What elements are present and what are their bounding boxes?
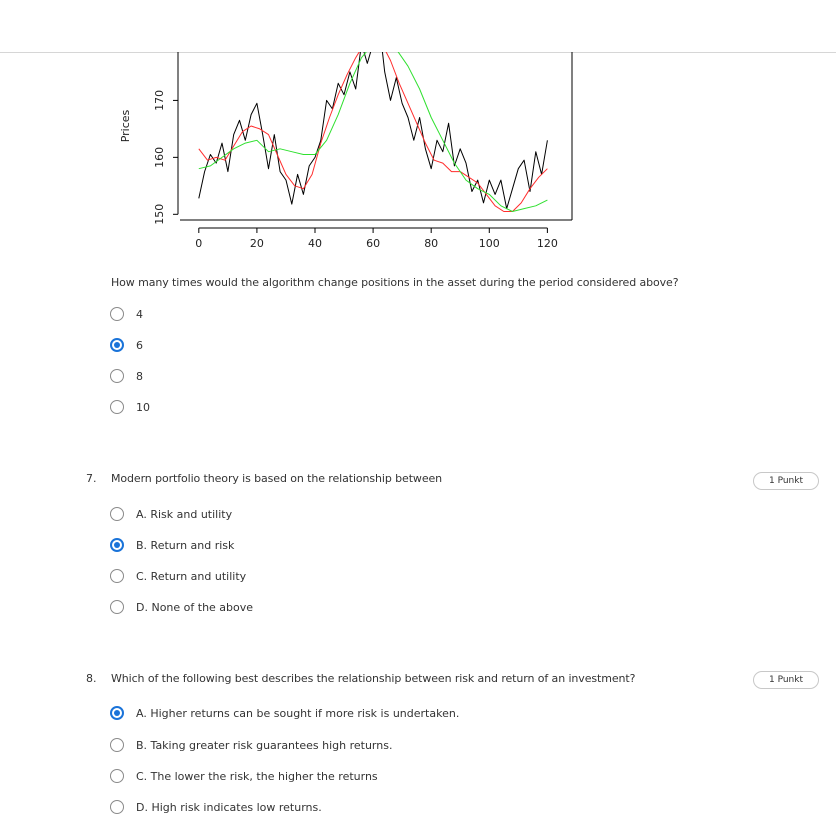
option-label: D. High risk indicates low returns. xyxy=(136,800,322,814)
x-tick-label: 100 xyxy=(479,237,500,250)
x-tick-label: 40 xyxy=(308,237,322,250)
radio-button[interactable] xyxy=(110,507,124,521)
y-axis-label: Prices xyxy=(119,109,132,142)
question-number: 7. xyxy=(86,472,97,485)
series-line-1 xyxy=(198,52,548,212)
radio-button[interactable] xyxy=(110,369,124,383)
radio-button[interactable] xyxy=(110,600,124,614)
prev-option-10[interactable]: 10 xyxy=(110,397,150,417)
question-text: Modern portfolio theory is based on the … xyxy=(111,472,443,485)
x-tick-label: 60 xyxy=(366,237,380,250)
series-line-2 xyxy=(198,52,548,212)
radio-button[interactable] xyxy=(110,738,124,752)
y-tick-label: 170 xyxy=(153,90,166,111)
x-tick-label: 120 xyxy=(537,237,558,250)
prev-option-4[interactable]: 4 xyxy=(110,304,143,324)
points-badge: 1 Punkt xyxy=(753,671,819,689)
q8-option-a[interactable]: A. Higher returns can be sought if more … xyxy=(110,703,459,723)
radio-button[interactable] xyxy=(110,307,124,321)
radio-button-selected[interactable] xyxy=(110,538,124,552)
x-tick-label: 0 xyxy=(195,237,202,250)
q7-option-b[interactable]: B. Return and risk xyxy=(110,535,234,555)
price-chart: 0 20 40 60 80 100 120 150 160 170 Prices xyxy=(119,52,573,250)
q7-option-c[interactable]: C. Return and utility xyxy=(110,566,246,586)
option-label: C. The lower the risk, the higher the re… xyxy=(136,769,378,783)
question-number: 8. xyxy=(86,672,97,685)
q8-option-c[interactable]: C. The lower the risk, the higher the re… xyxy=(110,766,378,786)
option-label: 6 xyxy=(136,338,143,352)
radio-button-selected[interactable] xyxy=(110,338,124,352)
radio-button[interactable] xyxy=(110,800,124,814)
plot-area xyxy=(198,52,548,212)
option-label: A. Risk and utility xyxy=(136,507,233,521)
option-label: B. Taking greater risk guarantees high r… xyxy=(136,738,393,752)
radio-button[interactable] xyxy=(110,400,124,414)
points-badge: 1 Punkt xyxy=(753,472,819,490)
option-label: D. None of the above xyxy=(136,600,254,614)
radio-button-selected[interactable] xyxy=(110,706,124,720)
q8-option-b[interactable]: B. Taking greater risk guarantees high r… xyxy=(110,735,392,755)
option-label: 8 xyxy=(136,369,143,383)
question-text: Which of the following best describes th… xyxy=(111,672,636,685)
option-label: A. Higher returns can be sought if more … xyxy=(136,706,460,720)
radio-button[interactable] xyxy=(110,569,124,583)
x-tick-label: 20 xyxy=(250,237,264,250)
q8-option-d[interactable]: D. High risk indicates low returns. xyxy=(110,797,322,817)
x-tick-label: 80 xyxy=(424,237,438,250)
option-label: 10 xyxy=(136,400,150,414)
header-divider xyxy=(0,52,836,53)
prev-option-8[interactable]: 8 xyxy=(110,366,143,386)
y-tick-label: 150 xyxy=(153,204,166,225)
option-label: C. Return and utility xyxy=(136,569,247,583)
series-line-0 xyxy=(198,52,548,210)
prev-option-6[interactable]: 6 xyxy=(110,335,143,355)
chart-axes: 0 20 40 60 80 100 120 150 160 170 Prices xyxy=(119,52,573,250)
y-tick-label: 160 xyxy=(153,147,166,168)
radio-button[interactable] xyxy=(110,769,124,783)
q7-option-d[interactable]: D. None of the above xyxy=(110,597,253,617)
option-label: B. Return and risk xyxy=(136,538,235,552)
question-text-previous: How many times would the algorithm chang… xyxy=(111,276,679,289)
q7-option-a[interactable]: A. Risk and utility xyxy=(110,504,232,524)
option-label: 4 xyxy=(136,307,143,321)
